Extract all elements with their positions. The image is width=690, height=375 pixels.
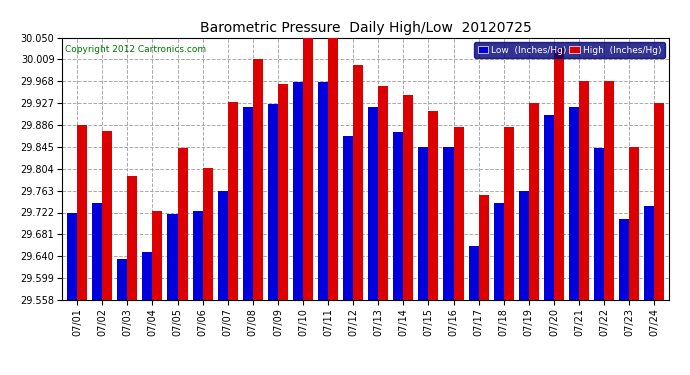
Bar	[303, 38, 313, 300]
Bar	[253, 59, 263, 300]
Bar	[92, 203, 102, 300]
Bar	[128, 176, 137, 300]
Bar	[519, 190, 529, 300]
Bar	[217, 190, 228, 300]
Title: Barometric Pressure  Daily High/Low  20120725: Barometric Pressure Daily High/Low 20120…	[200, 21, 531, 35]
Bar	[353, 65, 363, 300]
Bar	[152, 211, 162, 300]
Bar	[469, 246, 479, 300]
Bar	[604, 81, 614, 300]
Bar	[328, 38, 338, 300]
Bar	[67, 213, 77, 300]
Bar	[293, 82, 303, 300]
Legend: Low  (Inches/Hg), High  (Inches/Hg): Low (Inches/Hg), High (Inches/Hg)	[474, 42, 664, 58]
Bar	[393, 132, 404, 300]
Bar	[102, 131, 112, 300]
Bar	[444, 147, 453, 300]
Bar	[177, 148, 188, 300]
Bar	[428, 111, 438, 300]
Bar	[228, 102, 238, 300]
Bar	[619, 219, 629, 300]
Bar	[453, 127, 464, 300]
Bar	[644, 206, 654, 300]
Bar	[493, 203, 504, 300]
Bar	[569, 107, 579, 300]
Bar	[77, 125, 87, 300]
Bar	[168, 214, 177, 300]
Bar	[142, 252, 152, 300]
Bar	[404, 95, 413, 300]
Bar	[278, 84, 288, 300]
Bar	[479, 195, 489, 300]
Bar	[594, 148, 604, 300]
Bar	[117, 259, 128, 300]
Bar	[343, 136, 353, 300]
Bar	[629, 147, 639, 300]
Text: Copyright 2012 Cartronics.com: Copyright 2012 Cartronics.com	[65, 45, 206, 54]
Bar	[193, 211, 203, 300]
Bar	[378, 86, 388, 300]
Bar	[579, 81, 589, 300]
Bar	[544, 115, 554, 300]
Bar	[529, 103, 539, 300]
Bar	[268, 104, 278, 300]
Bar	[554, 48, 564, 300]
Bar	[654, 103, 664, 300]
Bar	[243, 107, 253, 300]
Bar	[368, 107, 378, 300]
Bar	[203, 168, 213, 300]
Bar	[504, 127, 514, 300]
Bar	[418, 147, 428, 300]
Bar	[318, 82, 328, 300]
